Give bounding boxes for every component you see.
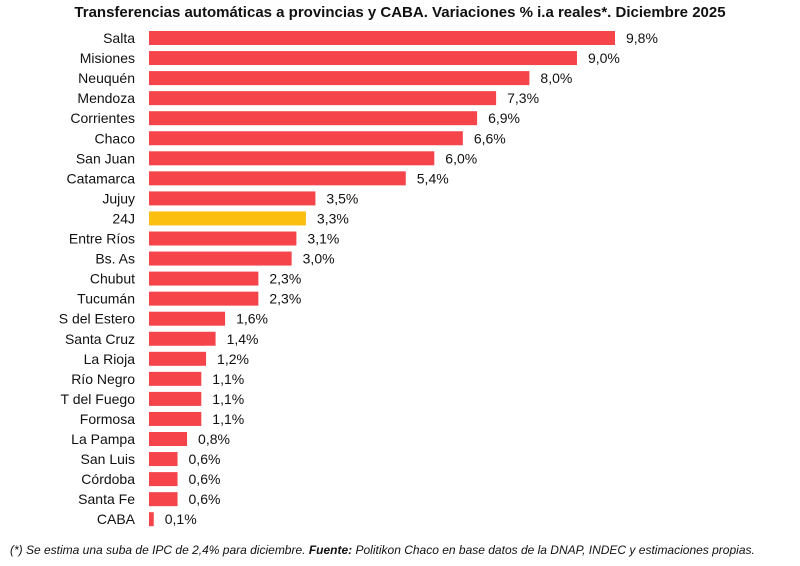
- bar-santa-fe: [149, 492, 178, 507]
- bar-chaco: [149, 131, 463, 146]
- category-label-bs-as: Bs. As: [95, 251, 135, 267]
- value-label-rio-negro: 1,1%: [212, 371, 244, 387]
- bar-s-del-estero: [149, 311, 226, 326]
- category-label-jujuy: Jujuy: [102, 190, 135, 206]
- bar-t-del-fuego: [149, 391, 202, 406]
- footnote-source-label: Fuente:: [308, 543, 353, 557]
- bar-la-pampa: [149, 432, 188, 446]
- bar-cordoba: [149, 472, 178, 487]
- footnote: (*) Se estima una suba de IPC de 2,4% pa…: [10, 543, 795, 557]
- category-label-chubut: Chubut: [90, 271, 135, 287]
- bar-san-juan: [149, 151, 435, 166]
- bar-caba: [149, 512, 154, 527]
- value-label-entre-rios: 3,1%: [307, 231, 339, 247]
- bar-misiones: [149, 51, 577, 66]
- category-label-formosa: Formosa: [80, 411, 135, 427]
- bar-santa-cruz: [149, 331, 216, 346]
- bar-jujuy: [149, 191, 316, 206]
- bar-bs-as: [149, 251, 292, 266]
- value-label-chaco: 6,6%: [474, 130, 506, 146]
- category-label-mendoza: Mendoza: [77, 90, 135, 106]
- bar-mendoza: [149, 91, 497, 106]
- footnote-note: (*) Se estima una suba de IPC de 2,4% pa…: [10, 543, 309, 557]
- value-label-cordoba: 0,6%: [189, 471, 221, 487]
- value-label-corrientes: 6,9%: [488, 110, 520, 126]
- bar-tucuman: [149, 291, 259, 306]
- bar-catamarca: [149, 171, 406, 186]
- value-label-misiones: 9,0%: [588, 50, 620, 66]
- category-label-santa-cruz: Santa Cruz: [65, 331, 135, 347]
- bar-entre-rios: [149, 231, 297, 246]
- category-label-salta: Salta: [103, 30, 135, 46]
- bar-24j: [149, 211, 306, 226]
- value-label-san-juan: 6,0%: [445, 150, 477, 166]
- value-label-catamarca: 5,4%: [417, 170, 449, 186]
- value-label-santa-cruz: 1,4%: [227, 331, 259, 347]
- value-labels: 9,8% 9,0% 8,0%7,3% 6,9% 6,6% 6,0% 5,4% 3,5% 3,3%…: [165, 30, 658, 527]
- category-labels: Salta Misiones Neuquén Mendoza Corrientes Cha…: [59, 30, 136, 527]
- category-label-santa-fe: Santa Fe: [78, 491, 135, 507]
- bar-neuquen: [149, 71, 530, 86]
- footnote-source-text: Politikon Chaco en base datos de la DNAP…: [352, 543, 755, 557]
- value-label-san-luis: 0,6%: [189, 451, 221, 467]
- bar-la-rioja: [149, 351, 207, 366]
- category-label-s-del-estero: S del Estero: [59, 311, 135, 327]
- value-label-la-pampa: 0,8%: [198, 431, 230, 447]
- category-label-rio-negro: Río Negro: [71, 371, 135, 387]
- bar-formosa: [149, 411, 202, 426]
- bar-san-luis: [149, 452, 178, 467]
- value-label-t-del-fuego: 1,1%: [212, 391, 244, 407]
- value-label-tucuman: 2,3%: [269, 291, 301, 307]
- category-label-chaco: Chaco: [95, 130, 136, 146]
- value-label-santa-fe: 0,6%: [189, 491, 221, 507]
- category-label-san-luis: San Luis: [81, 451, 135, 467]
- bar-salta: [149, 31, 615, 45]
- category-label-san-juan: San Juan: [76, 150, 135, 166]
- category-label-catamarca: Catamarca: [67, 170, 136, 186]
- category-label-neuquen: Neuquén: [78, 70, 135, 86]
- category-label-corrientes: Corrientes: [70, 110, 135, 126]
- category-label-la-rioja: La Rioja: [84, 351, 136, 367]
- category-label-entre-rios: Entre Ríos: [69, 231, 135, 247]
- category-label-24j: 24J: [112, 210, 135, 226]
- category-label-la-pampa: La Pampa: [71, 431, 135, 447]
- category-label-cordoba: Córdoba: [81, 471, 135, 487]
- bar-corrientes: [149, 111, 478, 126]
- bar-rio-negro: [149, 371, 202, 386]
- chart-title: Transferencias automáticas a provincias …: [74, 4, 726, 21]
- value-label-chubut: 2,3%: [269, 271, 301, 287]
- value-label-s-del-estero: 1,6%: [236, 311, 268, 327]
- value-label-formosa: 1,1%: [212, 411, 244, 427]
- bar-chubut: [149, 271, 259, 286]
- value-label-jujuy: 3,5%: [326, 190, 358, 206]
- category-label-t-del-fuego: T del Fuego: [61, 391, 136, 407]
- category-label-misiones: Misiones: [80, 50, 135, 66]
- value-label-bs-as: 3,0%: [303, 251, 335, 267]
- category-label-caba: CABA: [97, 511, 136, 527]
- value-label-la-rioja: 1,2%: [217, 351, 249, 367]
- value-label-24j: 3,3%: [317, 210, 349, 226]
- value-label-mendoza: 7,3%: [507, 90, 539, 106]
- category-label-tucuman: Tucumán: [77, 291, 135, 307]
- bars: [149, 31, 615, 527]
- value-label-caba: 0,1%: [165, 511, 197, 527]
- value-label-neuquen: 8,0%: [540, 70, 572, 86]
- value-label-salta: 9,8%: [626, 30, 658, 46]
